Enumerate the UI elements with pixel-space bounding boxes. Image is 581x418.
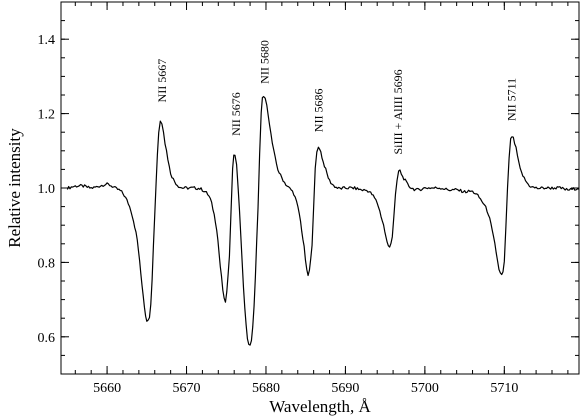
x-tick-label: 5690 xyxy=(331,381,359,396)
minor-ticks xyxy=(61,1,579,375)
major-ticks xyxy=(61,2,579,374)
x-tick-label: 5710 xyxy=(490,381,518,396)
line-annotation: SiIII + AlIII 5696 xyxy=(391,69,405,154)
line-annotation: NII 5686 xyxy=(311,89,325,133)
x-tick-labels: 5660 5670 5680 5690 5700 5710 xyxy=(93,381,518,396)
y-tick-label: 0.6 xyxy=(38,331,56,346)
x-tick-label: 5700 xyxy=(411,381,439,396)
y-tick-label: 0.8 xyxy=(38,256,56,271)
line-annotation: NII 5711 xyxy=(504,78,518,121)
line-annotation: NII 5667 xyxy=(155,59,169,103)
x-tick-label: 5670 xyxy=(173,381,201,396)
x-tick-label: 5680 xyxy=(252,381,280,396)
x-axis-label: Wavelength, Å xyxy=(269,397,371,416)
plot-frame xyxy=(60,1,580,375)
line-annotation: NII 5680 xyxy=(257,40,271,84)
y-tick-labels: 0.6 0.8 1.0 1.2 1.4 xyxy=(38,33,56,346)
y-tick-label: 1.0 xyxy=(38,182,56,197)
x-tick-label: 5660 xyxy=(93,381,121,396)
y-tick-label: 1.4 xyxy=(38,33,56,48)
annotation-layer: NII 5667 NII 5676 NII 5680 NII 5686 SiIII + … xyxy=(155,40,519,154)
y-axis-label: Relative intensity xyxy=(5,128,24,248)
y-tick-label: 1.2 xyxy=(38,108,56,123)
spectrum-line xyxy=(66,95,580,346)
line-annotation: NII 5676 xyxy=(229,92,243,136)
series-layer xyxy=(66,95,580,346)
